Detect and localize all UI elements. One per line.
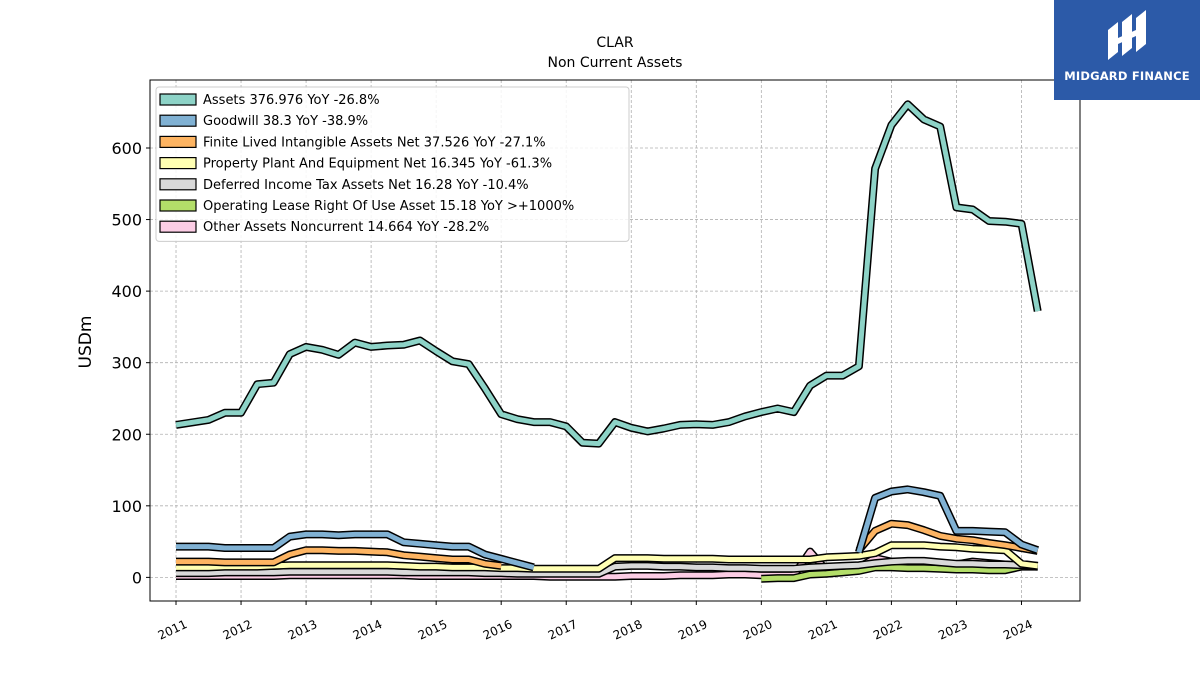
chart-title: CLAR [596, 35, 633, 51]
x-tick-label: 2015 [416, 617, 450, 643]
series-line [855, 485, 1040, 554]
y-tick-label: 300 [111, 354, 142, 373]
legend-label: Property Plant And Equipment Net 16.345 … [203, 157, 552, 172]
x-tick-label: 2013 [286, 617, 320, 643]
legend-swatch [159, 135, 197, 148]
y-ticks: 0 100 200 300 400 500 600 [111, 139, 150, 587]
y-tick-label: 500 [111, 211, 142, 230]
brand-name: MIDGARD FINANCE [1064, 69, 1190, 83]
legend-label: Deferred Income Tax Assets Net 16.28 YoY… [203, 178, 529, 193]
series-line [176, 530, 535, 572]
x-tick-label: 2014 [351, 617, 385, 643]
x-tick-label: 2019 [676, 617, 710, 643]
x-tick-label: 2022 [871, 617, 905, 643]
x-tick-label: 2011 [156, 617, 190, 643]
legend-swatch [159, 220, 197, 233]
series-stroke [175, 101, 1041, 447]
series-stroke [176, 547, 502, 569]
legend-swatch [159, 199, 197, 212]
legend-swatch [159, 157, 197, 170]
legend-swatch [159, 114, 197, 127]
midgard-logo-icon [1108, 10, 1146, 60]
x-tick-label: 2018 [611, 617, 645, 643]
series-line [176, 556, 1038, 578]
x-tick-label: 2021 [806, 617, 840, 643]
x-tick-label: 2024 [1001, 617, 1035, 643]
legend-box [155, 86, 630, 242]
brand-logo: MIDGARD FINANCE [1054, 0, 1200, 100]
series-stroke [176, 531, 535, 570]
chart-subtitle: Non Current Assets [548, 55, 683, 71]
y-tick-label: 200 [111, 425, 142, 444]
legend-label: Goodwill 38.3 YoY -38.9% [203, 114, 368, 129]
series-stroke [761, 564, 1038, 582]
y-tick-label: 100 [111, 497, 142, 516]
x-tick-label: 2016 [481, 617, 515, 643]
y-tick-label: 400 [111, 282, 142, 301]
plot-frame [149, 79, 1081, 602]
series-line [175, 100, 1042, 448]
legend-label: Other Assets Noncurrent 14.664 YoY -28.2… [203, 220, 489, 235]
y-tick-label: 0 [132, 568, 142, 587]
series-stroke [856, 486, 1039, 554]
legend-label: Finite Lived Intangible Assets Net 37.52… [203, 135, 546, 150]
series-stroke [856, 521, 1039, 554]
series-stroke [176, 542, 1039, 572]
legend-swatch [159, 93, 197, 106]
x-ticks: 2011 2012 2013 2014 2015 2016 2017 2018 2019 2020… [156, 601, 1035, 643]
y-tick-label: 600 [111, 139, 142, 158]
series-layer [175, 100, 1042, 583]
legend-label: Assets 376.976 YoY -26.8% [203, 93, 380, 108]
x-tick-label: 2020 [741, 617, 775, 643]
series-line [761, 562, 1038, 583]
legend-swatch [159, 178, 197, 191]
x-tick-label: 2012 [221, 617, 255, 643]
legend-label: Operating Lease Right Of Use Asset 15.18… [203, 199, 574, 214]
x-tick-label: 2023 [936, 617, 970, 643]
series-line [176, 546, 502, 570]
series-line [176, 541, 1039, 573]
series-line [855, 519, 1039, 555]
series-stroke [176, 558, 1038, 577]
y-axis-label: USDm [76, 316, 96, 369]
legend: Assets 376.976 YoY -26.8% Goodwill 38.3 Y… [155, 86, 630, 242]
x-tick-label: 2017 [546, 617, 580, 643]
